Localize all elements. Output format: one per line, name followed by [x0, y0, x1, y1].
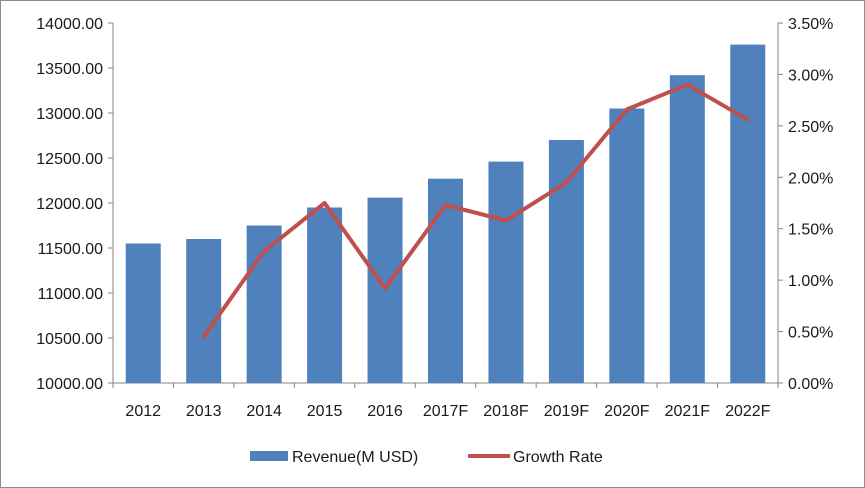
legend: Revenue(M USD) Growth Rate: [250, 449, 603, 466]
x-tick-label: 2016: [367, 403, 403, 420]
left-tick-label: 11000.00: [37, 286, 103, 303]
left-tick-label: 14000.00: [36, 16, 103, 33]
revenue-bar: [669, 75, 705, 383]
right-tick-label: 2.50%: [788, 119, 833, 136]
left-tick-label: 13000.00: [36, 106, 103, 123]
x-tick-label: 2012: [125, 403, 161, 420]
right-tick-label: 1.00%: [788, 273, 833, 290]
x-tick-label: 2014: [246, 403, 282, 420]
right-tick-label: 3.50%: [788, 16, 833, 33]
revenue-bar: [186, 239, 222, 383]
x-tick-label: 2021F: [665, 403, 711, 420]
x-tick-label: 2019F: [544, 403, 590, 420]
revenue-bar: [307, 207, 343, 383]
growth-rate-line: [201, 82, 750, 339]
revenue-bar: [488, 161, 524, 383]
left-tick-label: 12500.00: [36, 151, 103, 168]
legend-label-revenue: Revenue(M USD): [292, 449, 418, 466]
revenue-bars: [125, 44, 766, 383]
left-axis-ticks: 10000.00 10500.00 11000.00 11500.00 12000.00…: [36, 16, 113, 393]
x-tick-label: 2017F: [423, 403, 469, 420]
right-tick-label: 3.00%: [788, 67, 833, 84]
growth-rate-polyline: [201, 82, 750, 339]
revenue-bar: [730, 44, 766, 383]
left-tick-label: 10500.00: [36, 331, 103, 348]
revenue-bar: [609, 108, 645, 383]
left-tick-label: 12000.00: [36, 196, 103, 213]
legend-swatch-revenue: [250, 451, 288, 461]
left-tick-label: 13500.00: [36, 61, 103, 78]
revenue-bar: [125, 243, 161, 383]
revenue-bar: [548, 140, 584, 383]
x-tick-label: 2018F: [483, 403, 529, 420]
right-tick-label: 2.00%: [788, 170, 833, 187]
left-tick-label: 11500.00: [37, 241, 103, 258]
right-tick-label: 1.50%: [788, 222, 833, 239]
legend-label-growth: Growth Rate: [513, 449, 603, 466]
revenue-bar: [428, 178, 463, 383]
right-tick-label: 0.00%: [788, 376, 833, 393]
x-tick-label: 2013: [186, 403, 222, 420]
x-tick-label: 2015: [307, 403, 343, 420]
x-tick-label: 2022F: [725, 403, 771, 420]
x-tick-label: 2020F: [604, 403, 650, 420]
x-axis-ticks: 2012 2013 2014 2015 2016 2017F 2018F 2019F 2020F…: [112, 383, 779, 420]
right-tick-label: 0.50%: [788, 325, 833, 342]
left-tick-label: 10000.00: [36, 376, 103, 393]
right-axis-ticks: 0.00% 0.50% 1.00% 1.50% 2.00% 2.50% 3.00% 3.50%: [778, 16, 833, 393]
